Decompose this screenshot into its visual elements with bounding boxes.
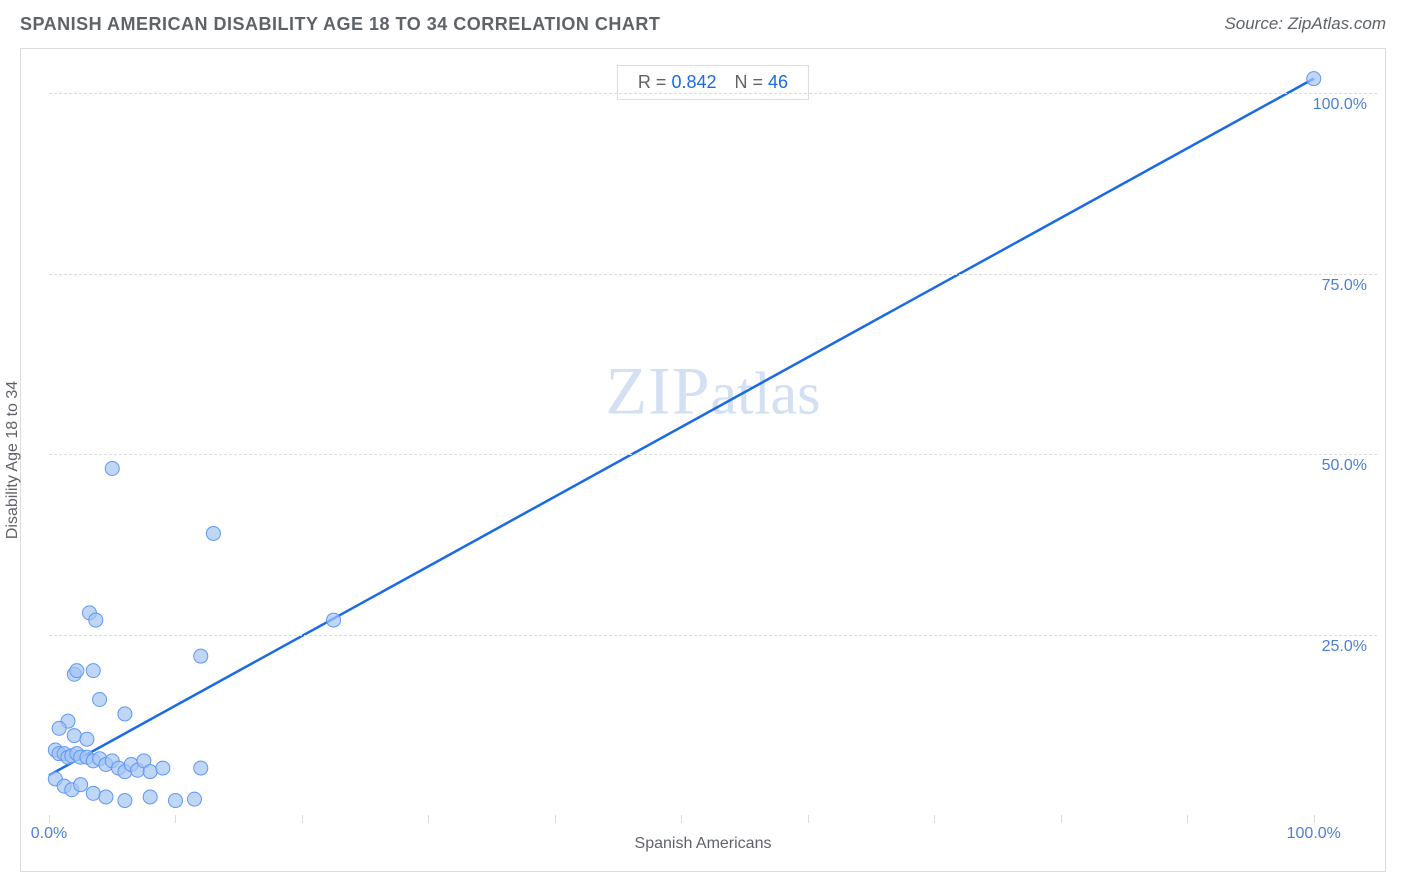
data-point[interactable] [118, 707, 132, 721]
x-tick-label: 0.0% [31, 825, 67, 843]
x-tick [808, 815, 809, 823]
x-tick [49, 815, 50, 823]
x-tick [934, 815, 935, 823]
data-point[interactable] [143, 790, 157, 804]
data-point[interactable] [67, 729, 81, 743]
data-point[interactable] [89, 613, 103, 627]
data-point[interactable] [86, 786, 100, 800]
x-tick [1061, 815, 1062, 823]
n-label: N = [735, 72, 764, 92]
data-point[interactable] [168, 794, 182, 808]
data-point[interactable] [187, 792, 201, 806]
x-tick [175, 815, 176, 823]
r-label: R = [638, 72, 667, 92]
y-tick-label: 50.0% [1320, 457, 1369, 475]
data-point[interactable] [118, 794, 132, 808]
stats-box: R = 0.842 N = 46 [617, 65, 809, 100]
data-point[interactable] [327, 613, 341, 627]
chart-title: SPANISH AMERICAN DISABILITY AGE 18 TO 34… [20, 14, 660, 35]
plot-area: ZIPatlas R = 0.842 N = 46 25.0%50.0%75.0… [49, 57, 1377, 815]
x-tick [1187, 815, 1188, 823]
n-stat: N = 46 [735, 72, 789, 93]
gridline [49, 274, 1377, 275]
x-tick [1314, 815, 1315, 823]
data-point[interactable] [70, 664, 84, 678]
x-tick [555, 815, 556, 823]
x-tick-label: 100.0% [1287, 825, 1341, 843]
y-tick-label: 75.0% [1320, 277, 1369, 295]
data-point[interactable] [105, 461, 119, 475]
data-point[interactable] [156, 761, 170, 775]
x-tick [428, 815, 429, 823]
x-tick [302, 815, 303, 823]
data-point[interactable] [143, 765, 157, 779]
x-axis-label: Spanish Americans [635, 835, 772, 853]
gridline [49, 454, 1377, 455]
r-stat: R = 0.842 [638, 72, 717, 93]
source-attribution: Source: ZipAtlas.com [1224, 14, 1386, 34]
data-point[interactable] [1307, 72, 1321, 86]
data-point[interactable] [99, 790, 113, 804]
r-value: 0.842 [671, 72, 716, 92]
data-point[interactable] [194, 649, 208, 663]
y-tick-label: 100.0% [1311, 96, 1369, 114]
chart-header: SPANISH AMERICAN DISABILITY AGE 18 TO 34… [0, 0, 1406, 48]
data-point[interactable] [93, 692, 107, 706]
chart-svg [49, 57, 1377, 815]
data-point[interactable] [52, 721, 66, 735]
data-point[interactable] [80, 732, 94, 746]
plot-container: Disability Age 18 to 34 Spanish American… [20, 48, 1386, 872]
y-axis-label: Disability Age 18 to 34 [4, 381, 22, 539]
data-point[interactable] [86, 664, 100, 678]
regression-line [49, 79, 1314, 776]
gridline [49, 635, 1377, 636]
data-point[interactable] [74, 778, 88, 792]
n-value: 46 [768, 72, 788, 92]
gridline [49, 93, 1377, 94]
data-point[interactable] [206, 526, 220, 540]
y-tick-label: 25.0% [1320, 638, 1369, 656]
data-point[interactable] [194, 761, 208, 775]
x-tick [681, 815, 682, 823]
